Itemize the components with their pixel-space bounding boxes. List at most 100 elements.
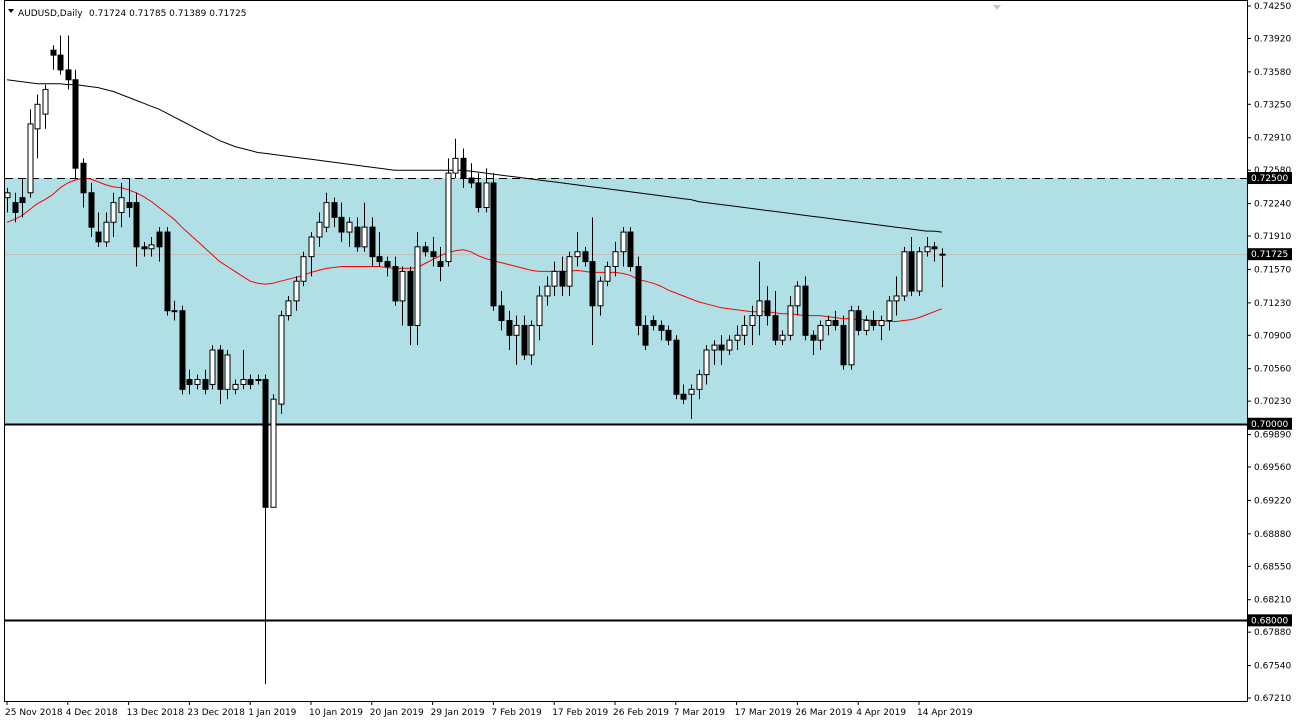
candle-body (779, 334, 786, 341)
candle-body (939, 253, 946, 256)
candle-body (711, 344, 718, 351)
candle (445, 158, 452, 267)
candle-body (369, 226, 376, 258)
candle (726, 335, 733, 355)
candle (696, 369, 703, 400)
candle (810, 330, 817, 355)
candle (278, 310, 285, 414)
candle-body (794, 285, 801, 307)
candle (832, 310, 839, 331)
candle (574, 232, 581, 267)
candle (521, 315, 528, 360)
candle (80, 158, 87, 208)
candle-body (141, 246, 148, 250)
candle-body (460, 157, 467, 179)
candle-body (88, 192, 95, 228)
time-tick-label: 4 Dec 2018 (66, 708, 118, 718)
candle (460, 148, 467, 188)
candle-body (825, 320, 832, 326)
candle (468, 163, 475, 188)
price-tick-label: 0.69220 (1254, 496, 1291, 506)
price-tick-label: 0.67880 (1254, 628, 1291, 638)
candle-body (551, 270, 558, 287)
candle (658, 320, 665, 341)
candle (293, 276, 300, 311)
candle-body (133, 202, 140, 248)
candle-body (468, 177, 475, 184)
candle (247, 374, 254, 390)
candle-body (559, 270, 566, 287)
candle-body (498, 305, 505, 322)
candle (338, 202, 345, 242)
candle (756, 261, 763, 336)
candle-body (848, 310, 855, 366)
candle-body (931, 246, 938, 250)
candle (34, 94, 41, 159)
chart-header: AUDUSD,Daily 0.71724 0.71785 0.71389 0.7… (8, 9, 246, 19)
candle-body (772, 315, 779, 341)
candle (544, 276, 551, 306)
candle (680, 384, 687, 405)
candle (475, 173, 482, 213)
candle (19, 178, 26, 218)
symbol-menu-arrow-icon[interactable] (8, 9, 14, 13)
candle (285, 295, 292, 321)
candle (331, 197, 338, 228)
price-tick-label: 0.68880 (1254, 530, 1291, 540)
candle-body (217, 349, 224, 390)
time-tick-label: 17 Mar 2019 (735, 708, 792, 718)
price-tick-label: 0.67210 (1254, 694, 1291, 704)
candle-body (574, 251, 581, 258)
candle (848, 305, 855, 370)
candle-body (72, 79, 79, 169)
candle-body (103, 221, 110, 243)
candle-body (901, 251, 908, 297)
candle (407, 266, 414, 346)
candle (939, 248, 946, 288)
level-price-label-bg (1248, 417, 1292, 430)
candle-body (95, 231, 102, 243)
candle (779, 330, 786, 346)
candle (718, 335, 725, 365)
candle (688, 384, 695, 419)
price-tick-label: 0.69560 (1254, 463, 1291, 473)
candle (863, 315, 870, 336)
time-tick-label: 7 Mar 2019 (674, 708, 726, 718)
candle (126, 178, 133, 218)
candle (437, 246, 444, 282)
candle (194, 374, 201, 390)
candle (110, 192, 117, 237)
candle (240, 350, 247, 390)
candle (141, 241, 148, 257)
candle-body (293, 280, 300, 302)
candle-body (376, 256, 383, 263)
candle (430, 236, 437, 267)
level-price-label: 0.70000 (1251, 420, 1288, 430)
candle-body (202, 379, 209, 390)
candle (156, 227, 163, 262)
candle-body (718, 344, 725, 351)
price-tick-label: 0.68550 (1254, 562, 1291, 572)
level-price-label: 0.72500 (1251, 174, 1288, 184)
candle (559, 256, 566, 296)
candle-body (57, 54, 64, 71)
candle-body (908, 251, 915, 292)
candle (72, 69, 79, 179)
price-tick-label: 0.73250 (1254, 100, 1291, 110)
candle (931, 241, 938, 262)
price-tick-label: 0.73580 (1254, 68, 1291, 78)
candle (635, 256, 642, 336)
last-price-label-bg (1248, 248, 1292, 261)
price-tick-label: 0.70230 (1254, 397, 1291, 407)
candle-body (308, 236, 315, 258)
candle-body (186, 379, 193, 385)
candle-body (597, 280, 604, 307)
candle (794, 281, 801, 316)
candle-body (810, 334, 817, 341)
candle-body (589, 261, 596, 307)
candle-body (642, 324, 649, 346)
time-tick-label: 23 Dec 2018 (187, 708, 245, 718)
time-tick-label: 10 Jan 2019 (309, 708, 363, 718)
shift-marker-icon[interactable] (993, 5, 1001, 10)
